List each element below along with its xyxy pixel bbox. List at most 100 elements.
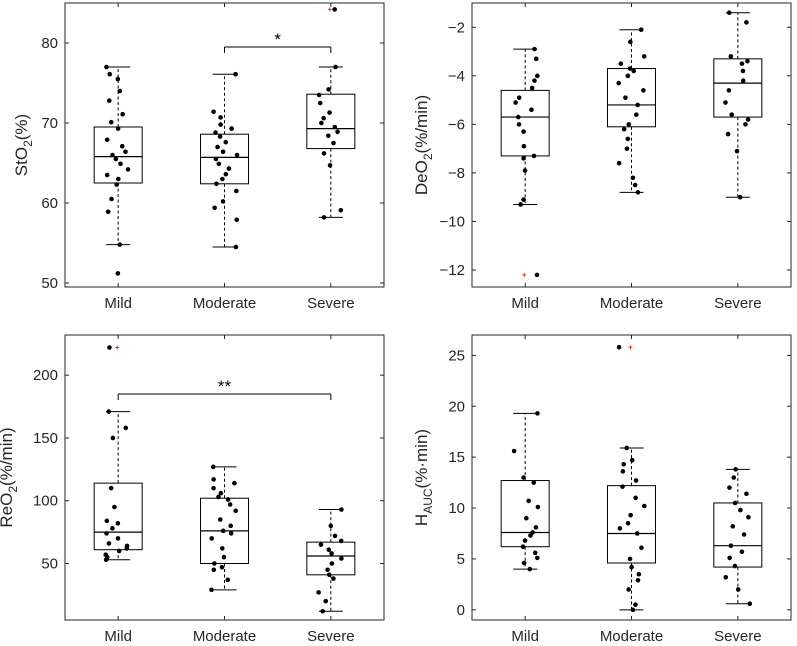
data-point <box>329 561 335 566</box>
data-point <box>110 152 115 158</box>
panel-1: 50 60 70 80 Mild Moderate Severe StO2(%) * <box>12 2 385 312</box>
data-point <box>332 533 338 539</box>
data-point <box>213 156 219 162</box>
data-point <box>326 547 332 552</box>
data-point <box>227 502 233 507</box>
data-point <box>211 485 216 491</box>
data-point <box>338 538 344 544</box>
data-point <box>529 107 534 113</box>
data-point <box>734 148 740 154</box>
data-point <box>216 161 222 167</box>
y-tick-label: −12 <box>440 262 465 279</box>
data-point <box>119 143 125 149</box>
box-moderate <box>200 73 249 248</box>
data-point <box>332 124 338 130</box>
data-point <box>535 555 540 561</box>
data-point <box>232 480 237 486</box>
y-tick-label: 60 <box>41 195 58 212</box>
y-axis-label-unit: (%/min) <box>412 95 431 154</box>
outlier-marker <box>628 345 633 350</box>
data-point <box>229 126 234 131</box>
outlier-marker <box>522 272 527 277</box>
data-point <box>745 58 750 64</box>
data-point <box>531 153 537 159</box>
data-point <box>124 543 130 549</box>
data-point <box>730 524 736 529</box>
data-point <box>728 543 734 548</box>
significance-bracket: * <box>224 30 332 53</box>
data-point <box>520 544 526 550</box>
data-point <box>325 567 330 573</box>
data-point <box>105 209 111 215</box>
data-point <box>616 160 622 166</box>
data-point <box>516 95 522 100</box>
box-moderate <box>607 447 656 611</box>
data-point <box>211 109 216 115</box>
data-point <box>725 131 731 137</box>
data-point <box>215 144 220 150</box>
data-point <box>316 92 322 98</box>
data-point <box>209 536 215 541</box>
data-point <box>116 176 121 182</box>
data-point <box>120 111 125 117</box>
data-point <box>627 66 633 71</box>
data-point <box>743 122 748 127</box>
data-point <box>735 587 741 592</box>
data-point <box>633 602 638 608</box>
data-point <box>729 112 735 117</box>
data-point <box>103 552 109 558</box>
data-point <box>625 136 631 142</box>
data-point <box>109 196 114 202</box>
data-point <box>522 168 528 173</box>
data-point <box>727 485 732 490</box>
data-point <box>321 115 326 121</box>
data-point <box>628 512 633 518</box>
box-iqr <box>306 541 356 576</box>
data-point <box>339 556 344 561</box>
data-point <box>531 480 537 485</box>
data-point <box>747 601 753 607</box>
data-point <box>638 27 644 33</box>
data-point <box>327 110 332 115</box>
data-point <box>323 598 329 604</box>
x-tick-label-severe: Severe <box>714 628 762 645</box>
y-axis-label-unit: (%/min) <box>0 427 16 486</box>
box-severe <box>713 468 763 605</box>
data-point <box>316 590 321 595</box>
data-point <box>211 567 217 573</box>
data-point <box>727 555 732 561</box>
data-point <box>616 80 621 86</box>
data-point <box>627 556 633 562</box>
y-tick-label: −6 <box>448 116 465 133</box>
data-point <box>521 156 526 161</box>
data-point <box>739 549 745 555</box>
data-point <box>732 563 738 569</box>
y-axis-label-subscript: 2 <box>421 153 435 160</box>
data-point <box>731 475 737 480</box>
data-point <box>107 345 112 350</box>
data-point <box>212 561 217 566</box>
y-tick-label: 80 <box>41 35 58 52</box>
data-point <box>329 551 334 556</box>
x-tick-label-severe: Severe <box>714 295 762 312</box>
data-point <box>115 76 121 82</box>
data-point <box>218 115 223 120</box>
outlier-marker <box>115 345 120 350</box>
x-tick-label-moderate: Moderate <box>193 295 256 312</box>
data-point <box>234 152 240 158</box>
data-point <box>117 88 123 94</box>
y-tick-label: 100 <box>33 493 58 510</box>
data-point <box>123 149 128 155</box>
box-iqr <box>713 502 763 568</box>
data-point <box>106 98 112 103</box>
data-point <box>233 244 239 250</box>
data-point <box>516 122 522 127</box>
data-point <box>633 495 638 501</box>
data-point <box>115 521 121 526</box>
box-severe <box>713 12 763 198</box>
data-point <box>104 531 109 536</box>
y-tick-label: 70 <box>41 115 58 132</box>
data-point <box>318 542 324 547</box>
y-tick-label: 150 <box>33 430 58 447</box>
y-tick-label: 5 <box>457 551 465 568</box>
